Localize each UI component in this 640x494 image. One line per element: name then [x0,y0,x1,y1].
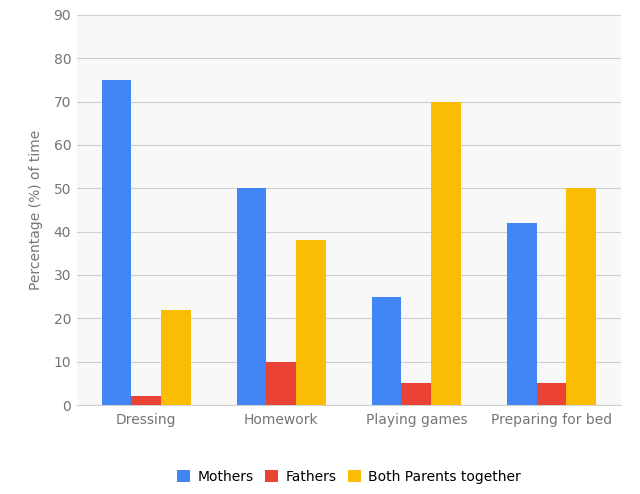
Bar [296,240,326,405]
Legend: Mothers, Fathers, Both Parents together: Mothers, Fathers, Both Parents together [170,463,528,491]
Bar [161,310,191,405]
Bar [266,362,296,405]
Bar [566,188,596,405]
Bar [507,223,536,405]
Y-axis label: Percentage (%) of time: Percentage (%) of time [29,130,42,290]
Bar [131,396,161,405]
Bar [401,383,431,405]
Bar [536,383,566,405]
Bar [431,102,461,405]
Bar [102,80,131,405]
Bar [237,188,266,405]
Bar [372,297,401,405]
